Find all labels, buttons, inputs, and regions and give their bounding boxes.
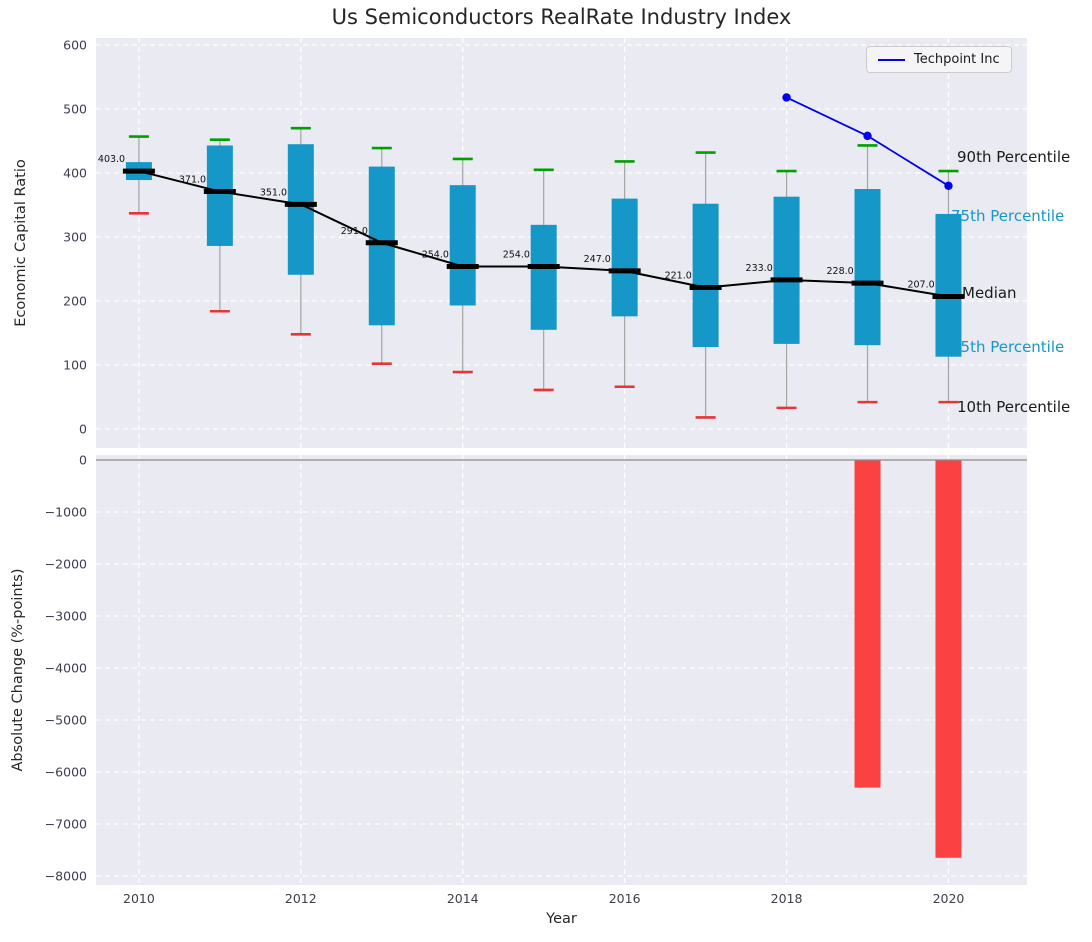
percentile-box-2019 bbox=[854, 189, 881, 346]
annotation-p10: 10th Percentile bbox=[957, 398, 1071, 417]
median-value-label: 247.0 bbox=[584, 254, 611, 265]
legend-line-sample bbox=[878, 58, 905, 61]
top-y-tick-label: 300 bbox=[63, 230, 87, 245]
percentile-box-2011 bbox=[206, 145, 233, 246]
percentile-box-2015 bbox=[530, 224, 557, 330]
median-value-label: 291.0 bbox=[341, 226, 368, 237]
bottom-y-tick-label: 0 bbox=[79, 453, 87, 468]
percentile-box-2014 bbox=[449, 185, 476, 306]
top-y-tick-label: 500 bbox=[63, 102, 87, 117]
legend: Techpoint Inc bbox=[866, 46, 1012, 73]
median-value-label: 207.0 bbox=[907, 280, 934, 291]
x-tick-label: 2012 bbox=[285, 891, 317, 906]
median-value-label: 403.0 bbox=[98, 154, 125, 165]
median-value-label: 228.0 bbox=[827, 266, 854, 277]
x-axis-label: Year bbox=[546, 911, 577, 927]
bottom-y-tick-label: −8000 bbox=[45, 869, 87, 884]
median-value-label: 371.0 bbox=[179, 175, 206, 186]
top-y-tick-label: 200 bbox=[63, 294, 87, 309]
x-tick-label: 2018 bbox=[771, 891, 803, 906]
x-tick-label: 2010 bbox=[123, 891, 155, 906]
percentile-box-2018 bbox=[773, 196, 800, 344]
top-y-tick-label: 600 bbox=[63, 38, 87, 53]
top-panel-background bbox=[96, 38, 1027, 448]
bottom-y-tick-label: −3000 bbox=[45, 609, 87, 624]
bottom-y-tick-label: −6000 bbox=[45, 765, 87, 780]
company-series-marker bbox=[944, 181, 953, 190]
top-y-tick-label: 400 bbox=[63, 166, 87, 181]
bottom-y-tick-label: −7000 bbox=[45, 817, 87, 832]
top-y-tick-label: 100 bbox=[63, 358, 87, 373]
change-bar-2020 bbox=[935, 460, 962, 858]
annotation-median: Median bbox=[962, 283, 1017, 302]
top-y-axis-label: Economic Capital Ratio bbox=[13, 159, 29, 327]
bottom-y-tick-label: −4000 bbox=[45, 661, 87, 676]
median-value-label: 221.0 bbox=[665, 271, 692, 282]
legend-label: Techpoint Inc bbox=[914, 52, 1000, 67]
chart-title: Us Semiconductors RealRate Industry Inde… bbox=[331, 5, 792, 29]
median-value-label: 233.0 bbox=[746, 263, 773, 274]
bottom-y-tick-label: −1000 bbox=[45, 505, 87, 520]
bottom-y-tick-label: −5000 bbox=[45, 713, 87, 728]
x-tick-label: 2016 bbox=[609, 891, 641, 906]
median-value-label: 254.0 bbox=[422, 249, 449, 260]
annotation-p90: 90th Percentile bbox=[957, 148, 1071, 167]
annotation-p25: 25th Percentile bbox=[951, 337, 1065, 356]
bottom-y-axis-label: Absolute Change (%-points) bbox=[10, 568, 26, 772]
x-tick-label: 2014 bbox=[447, 891, 479, 906]
percentile-box-2016 bbox=[611, 198, 638, 317]
x-tick-label: 2020 bbox=[933, 891, 965, 906]
company-series-marker bbox=[782, 93, 791, 102]
bottom-y-tick-label: −2000 bbox=[45, 557, 87, 572]
percentile-box-2020 bbox=[935, 213, 962, 357]
change-bar-2019 bbox=[854, 460, 881, 788]
company-series-marker bbox=[863, 131, 872, 141]
bottom-panel-background bbox=[96, 455, 1027, 885]
median-value-label: 351.0 bbox=[260, 187, 287, 198]
percentile-box-2017 bbox=[692, 203, 719, 348]
median-value-label: 254.0 bbox=[503, 249, 530, 260]
annotation-p75: 75th Percentile bbox=[951, 206, 1065, 225]
top-y-tick-label: 0 bbox=[79, 422, 87, 437]
